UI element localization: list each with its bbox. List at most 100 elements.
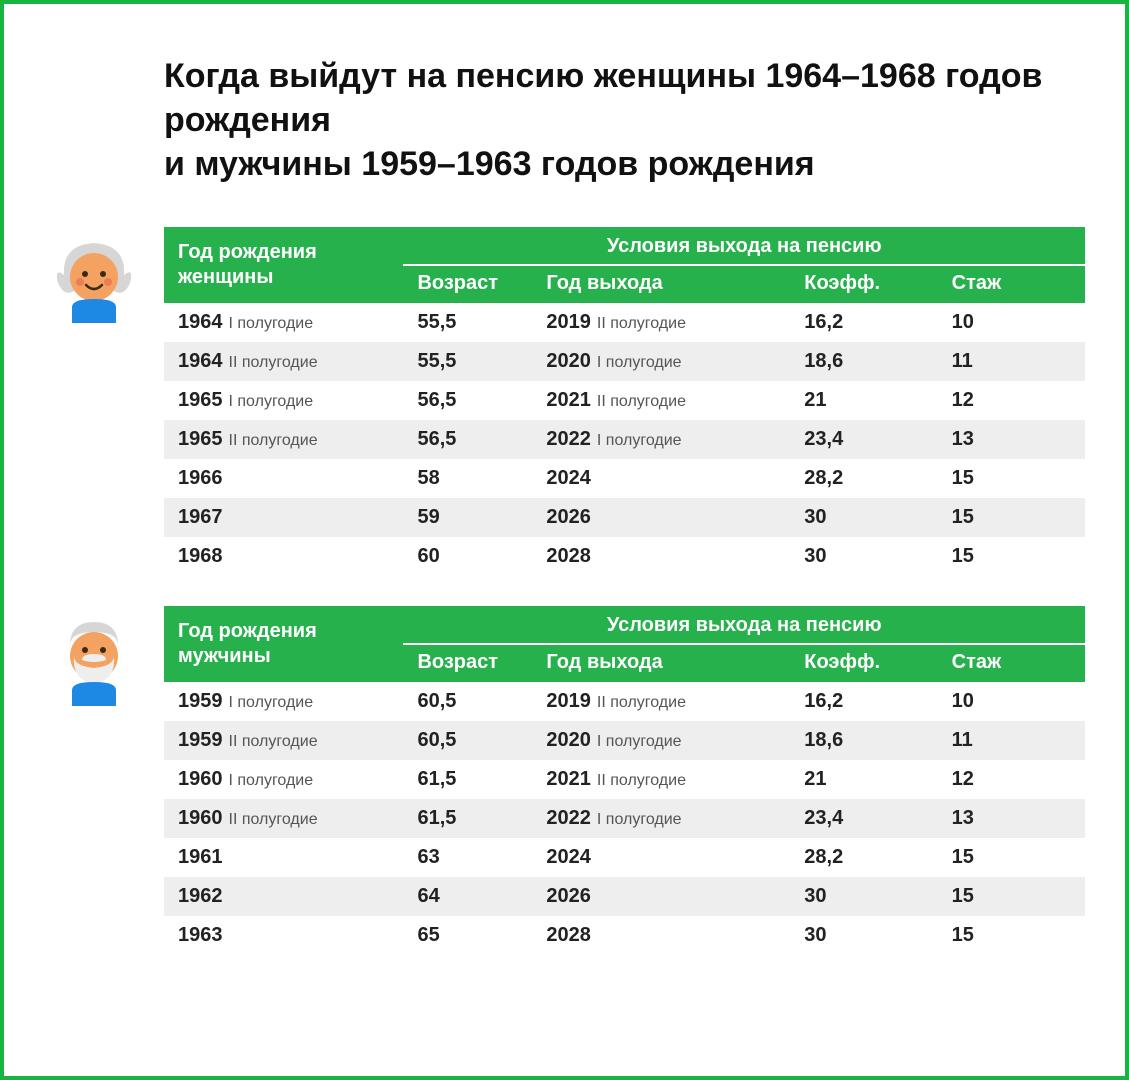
table-row: 19626420263015	[164, 877, 1085, 916]
table-row: 19636520283015	[164, 916, 1085, 955]
cell-birth: 1964II полугодие	[164, 342, 403, 381]
col-header-conditions: Условия выхода на пенсию	[403, 606, 1085, 644]
avatar-woman-icon	[44, 227, 164, 342]
exit-year: 2019	[546, 311, 591, 334]
table-row: 1960II полугодие61,52022I полугодие23,41…	[164, 799, 1085, 838]
cell-exit: 2019 II полугодие	[532, 682, 790, 721]
table-row: 1959II полугодие60,52020I полугодие18,61…	[164, 721, 1085, 760]
cell-coef: 28,2	[790, 838, 937, 877]
table-row: 1964I полугодие55,52019II полугодие16,21…	[164, 303, 1085, 342]
cell-experience: 15	[938, 877, 1085, 916]
table-row: 1960I полугодие61,52021II полугодие2112	[164, 760, 1085, 799]
cell-exit: 2024	[532, 838, 790, 877]
cell-age: 59	[403, 498, 532, 537]
cell-birth: 1967	[164, 498, 403, 537]
birth-year: 1965	[178, 428, 223, 451]
exit-half: II полугодие	[597, 315, 686, 333]
cell-coef: 21	[790, 381, 937, 420]
birth-year: 1967	[178, 506, 223, 529]
birth-year: 1962	[178, 885, 223, 908]
exit-half: II полугодие	[597, 772, 686, 790]
cell-experience: 15	[938, 537, 1085, 576]
cell-exit: 2019 II полугодие	[532, 303, 790, 342]
exit-half: I полугодие	[597, 733, 682, 751]
birth-half: I полугодие	[229, 315, 314, 333]
exit-half: I полугодие	[597, 354, 682, 372]
cell-experience: 10	[938, 682, 1085, 721]
exit-half: I полугодие	[597, 432, 682, 450]
cell-coef: 30	[790, 498, 937, 537]
cell-birth: 1965 II полугодие	[164, 420, 403, 459]
birth-half: II полугодие	[229, 432, 318, 450]
cell-experience: 15	[938, 498, 1085, 537]
cell-coef: 16,2	[790, 303, 937, 342]
page-title: Когда выйдут на пенсию женщины 1964–1968…	[164, 54, 1085, 187]
cell-birth: 1962	[164, 877, 403, 916]
birth-year: 1966	[178, 467, 223, 490]
cell-age: 58	[403, 459, 532, 498]
cell-birth: 1963	[164, 916, 403, 955]
table-row: 196163202428,215	[164, 838, 1085, 877]
cell-coef: 30	[790, 537, 937, 576]
birth-year: 1964	[178, 350, 223, 373]
cell-age: 60,5	[403, 682, 532, 721]
header-text: Год рождения	[178, 241, 317, 263]
cell-age: 64	[403, 877, 532, 916]
cell-experience: 11	[938, 721, 1085, 760]
birth-year: 1960	[178, 807, 223, 830]
cell-age: 63	[403, 838, 532, 877]
exit-year: 2028	[546, 545, 591, 568]
exit-year: 2024	[546, 846, 591, 869]
table-row: 1966 58 2024 28,215	[164, 459, 1085, 498]
birth-half: II полугодие	[229, 811, 318, 829]
cell-experience: 13	[938, 420, 1085, 459]
col-header-age: Возраст	[403, 265, 532, 303]
table-row: 19686020283015	[164, 537, 1085, 576]
cell-exit: 2020I полугодие	[532, 342, 790, 381]
table-row: 1967 59 2026 3015	[164, 498, 1085, 537]
cell-birth: 1960 II полугодие	[164, 799, 403, 838]
cell-experience: 12	[938, 760, 1085, 799]
col-header-experience: Стаж	[938, 265, 1085, 303]
exit-half: II полугодие	[597, 694, 686, 712]
table-body-woman: 1964I полугодие55,52019II полугодие16,21…	[164, 303, 1085, 576]
cell-experience: 15	[938, 916, 1085, 955]
cell-birth: 1965I полугодие	[164, 381, 403, 420]
col-header-exit-year: Год выхода	[532, 644, 790, 682]
cell-experience: 15	[938, 459, 1085, 498]
cell-exit: 2026	[532, 877, 790, 916]
cell-age: 60,5	[403, 721, 532, 760]
birth-half: I полугодие	[229, 694, 314, 712]
exit-year: 2026	[546, 506, 591, 529]
exit-year: 2024	[546, 467, 591, 490]
exit-year: 2026	[546, 885, 591, 908]
pension-table-woman: Год рождения женщины Условия выхода на п…	[164, 227, 1085, 576]
table-row: 1959I полугодие60,52019II полугодие16,21…	[164, 682, 1085, 721]
exit-half: II полугодие	[597, 393, 686, 411]
cell-birth: 1964I полугодие	[164, 303, 403, 342]
cell-experience: 11	[938, 342, 1085, 381]
cell-exit: 2028	[532, 537, 790, 576]
birth-year: 1959	[178, 690, 223, 713]
exit-year: 2019	[546, 690, 591, 713]
col-header-birth: Год рождения мужчины	[164, 606, 403, 682]
cell-exit: 2020I полугодие	[532, 721, 790, 760]
cell-birth: 1966	[164, 459, 403, 498]
cell-age: 55,5	[403, 342, 532, 381]
cell-exit: 2028	[532, 916, 790, 955]
col-header-conditions: Условия выхода на пенсию	[403, 227, 1085, 265]
cell-age: 55,5	[403, 303, 532, 342]
table-body-man: 1959I полугодие60,52019II полугодие16,21…	[164, 682, 1085, 955]
title-line-2: и мужчины 1959–1963 годов рождения	[164, 145, 815, 183]
cell-birth: 1961	[164, 838, 403, 877]
cell-birth: 1959II полугодие	[164, 721, 403, 760]
table-row: 1965I полугодие56,52021II полугодие2112	[164, 381, 1085, 420]
avatar-man-icon	[44, 606, 164, 721]
cell-coef: 28,2	[790, 459, 937, 498]
birth-year: 1965	[178, 389, 223, 412]
birth-half: I полугодие	[229, 772, 314, 790]
cell-exit: 2021II полугодие	[532, 381, 790, 420]
cell-birth: 1968	[164, 537, 403, 576]
cell-age: 61,5	[403, 760, 532, 799]
col-header-coef: Коэфф.	[790, 265, 937, 303]
